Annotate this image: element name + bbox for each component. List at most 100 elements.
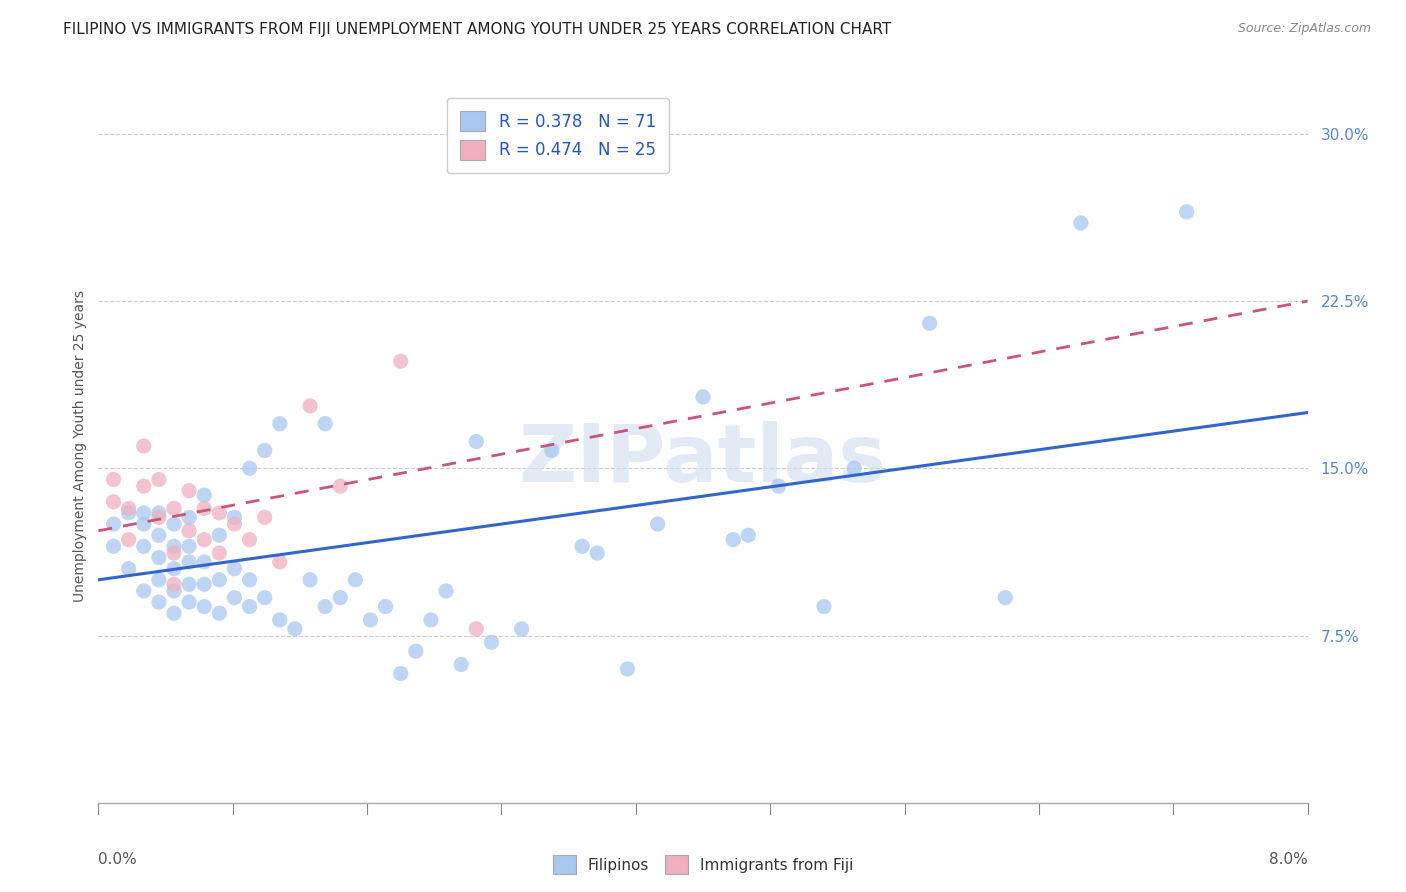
Point: [208, 573, 231, 587]
Point: [374, 599, 396, 614]
Point: [224, 516, 246, 531]
Point: [224, 591, 246, 605]
Point: [163, 562, 186, 576]
Point: [132, 583, 155, 598]
Point: [132, 506, 155, 520]
Point: [148, 506, 170, 520]
Point: [118, 506, 141, 520]
Point: [163, 539, 186, 553]
Point: [118, 501, 141, 516]
Point: [299, 573, 322, 587]
Point: [193, 555, 215, 569]
Point: [208, 546, 231, 560]
Point: [813, 599, 835, 614]
Y-axis label: Unemployment Among Youth under 25 years: Unemployment Among Youth under 25 years: [73, 290, 87, 602]
Point: [1175, 204, 1198, 219]
Point: [389, 354, 412, 368]
Point: [163, 607, 186, 621]
Point: [224, 510, 246, 524]
Point: [148, 573, 170, 587]
Point: [360, 613, 382, 627]
Point: [148, 528, 170, 542]
Point: [103, 539, 125, 553]
Point: [179, 555, 201, 569]
Text: 8.0%: 8.0%: [1268, 852, 1308, 867]
Text: Source: ZipAtlas.com: Source: ZipAtlas.com: [1237, 22, 1371, 36]
Point: [193, 599, 215, 614]
Point: [405, 644, 427, 658]
Point: [616, 662, 638, 676]
Point: [179, 577, 201, 591]
Point: [723, 533, 745, 547]
Point: [208, 506, 231, 520]
Point: [179, 483, 201, 498]
Point: [918, 316, 941, 330]
Point: [239, 533, 262, 547]
Point: [208, 528, 231, 542]
Point: [132, 479, 155, 493]
Point: [103, 473, 125, 487]
Point: [148, 595, 170, 609]
Point: [389, 666, 412, 681]
Point: [329, 479, 352, 493]
Point: [465, 622, 488, 636]
Point: [647, 516, 669, 531]
Point: [148, 473, 170, 487]
Point: [844, 461, 866, 475]
Legend: R = 0.378   N = 71, R = 0.474   N = 25: R = 0.378 N = 71, R = 0.474 N = 25: [447, 97, 669, 173]
Point: [239, 599, 262, 614]
Point: [163, 583, 186, 598]
Point: [253, 443, 276, 458]
Point: [284, 622, 307, 636]
Text: ZIPatlas: ZIPatlas: [519, 421, 887, 500]
Point: [434, 583, 457, 598]
Point: [481, 635, 503, 649]
Point: [163, 516, 186, 531]
Point: [540, 443, 562, 458]
Point: [163, 501, 186, 516]
Point: [179, 510, 201, 524]
Point: [193, 488, 215, 502]
Point: [465, 434, 488, 449]
Point: [571, 539, 593, 553]
Point: [103, 494, 125, 508]
Point: [586, 546, 609, 560]
Point: [510, 622, 533, 636]
Point: [148, 510, 170, 524]
Point: [314, 599, 336, 614]
Point: [253, 510, 276, 524]
Text: FILIPINO VS IMMIGRANTS FROM FIJI UNEMPLOYMENT AMONG YOUTH UNDER 25 YEARS CORRELA: FILIPINO VS IMMIGRANTS FROM FIJI UNEMPLO…: [63, 22, 891, 37]
Point: [239, 573, 262, 587]
Point: [314, 417, 336, 431]
Point: [132, 439, 155, 453]
Legend: Filipinos, Immigrants from Fiji: Filipinos, Immigrants from Fiji: [547, 849, 859, 880]
Point: [193, 533, 215, 547]
Point: [179, 595, 201, 609]
Point: [737, 528, 759, 542]
Point: [179, 539, 201, 553]
Point: [132, 516, 155, 531]
Point: [269, 613, 291, 627]
Point: [239, 461, 262, 475]
Point: [269, 555, 291, 569]
Point: [193, 501, 215, 516]
Point: [269, 417, 291, 431]
Point: [994, 591, 1017, 605]
Point: [224, 562, 246, 576]
Point: [768, 479, 790, 493]
Point: [450, 657, 472, 672]
Point: [163, 546, 186, 560]
Point: [692, 390, 714, 404]
Point: [118, 562, 141, 576]
Point: [118, 533, 141, 547]
Point: [420, 613, 443, 627]
Point: [179, 524, 201, 538]
Point: [1070, 216, 1092, 230]
Point: [253, 591, 276, 605]
Point: [163, 577, 186, 591]
Point: [344, 573, 367, 587]
Point: [148, 550, 170, 565]
Point: [103, 516, 125, 531]
Point: [193, 577, 215, 591]
Point: [299, 399, 322, 413]
